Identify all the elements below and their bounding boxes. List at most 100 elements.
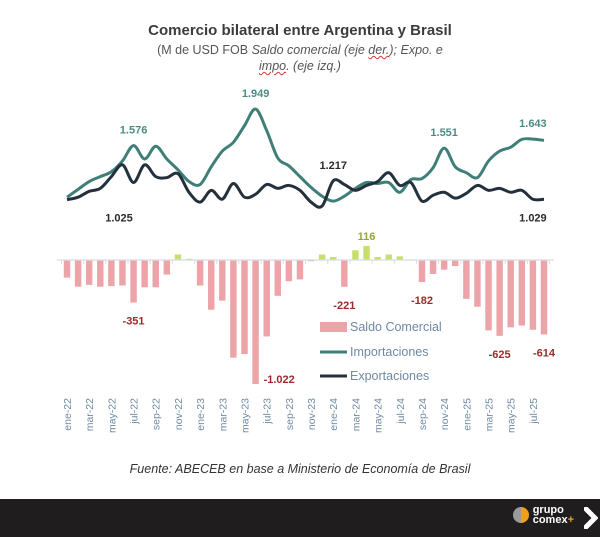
grupo-comex-logo[interactable]: grupo comex+ (512, 504, 574, 526)
saldo-data-label: -1.022 (264, 374, 295, 386)
x-tick-label: mar-25 (484, 398, 496, 431)
saldo-bar (163, 260, 171, 275)
saldo-bar (196, 260, 204, 286)
source-note: Fuente: ABECEB en base a Ministerio de E… (129, 462, 471, 476)
saldo-bar (341, 260, 348, 287)
logo-text: grupo (532, 504, 564, 516)
saldo-bar (352, 250, 359, 260)
saldo-bar (274, 260, 281, 296)
logo-mark-icon (512, 507, 529, 523)
saldo-bar (463, 260, 470, 299)
saldo-bar (296, 260, 304, 280)
legend: Saldo Comercial Importaciones Exportacione… (320, 320, 442, 383)
x-tick-label: mar-23 (217, 398, 229, 431)
x-tick-label: ene-23 (195, 398, 207, 431)
x-tick-label: jul-23 (262, 398, 274, 425)
series-lines (66, 107, 545, 209)
saldo-bar (97, 260, 104, 287)
import-data-label: 1.949 (242, 88, 270, 100)
x-tick-label: mar-22 (84, 398, 96, 431)
x-tick-label: may-22 (106, 398, 118, 433)
saldo-data-label: -625 (489, 349, 511, 361)
x-tick-label: nov-23 (306, 398, 318, 430)
chart-title: Comercio bilateral entre Argentina y Bra… (148, 22, 452, 39)
x-tick-label: ene-24 (328, 398, 340, 431)
saldo-bar (241, 260, 248, 355)
chart-subtitle: (M de USD FOB Saldo comercial (eje der.)… (150, 42, 450, 74)
saldo-bar (152, 260, 159, 288)
chevron-right-icon[interactable] (584, 507, 598, 529)
x-tick-label: sep-22 (151, 398, 163, 430)
saldo-data-label: -221 (333, 300, 355, 312)
saldo-bar (230, 260, 237, 358)
saldo-bar (474, 260, 481, 307)
saldo-bar (496, 260, 503, 336)
saldo-bars (63, 245, 548, 384)
x-tick-label: jul-25 (528, 398, 540, 425)
x-tick-label: may-23 (239, 398, 251, 433)
subtitle-text: der. (368, 43, 390, 57)
saldo-bar (396, 256, 404, 260)
x-tick-label: nov-24 (439, 398, 451, 430)
export-data-label: 1.029 (519, 212, 547, 224)
x-tick-label: sep-24 (417, 398, 429, 430)
saldo-bar (330, 256, 337, 260)
subtitle-units: (M de USD FOB (157, 43, 252, 57)
saldo-bar (429, 260, 437, 274)
saldo-bar (363, 245, 370, 260)
data-labels: 1.576 1.949 1.551 1.643 1.025 1.217 1.029 -351 -… (105, 88, 556, 386)
legend-label: Importaciones (350, 345, 429, 359)
saldo-bar (452, 260, 459, 267)
logo-plus: + (567, 514, 574, 526)
saldo-bar (207, 260, 215, 310)
saldo-bar (174, 254, 182, 260)
subtitle-text: Saldo comercial (eje (251, 43, 369, 57)
saldo-bar (540, 260, 548, 335)
saldo-bar (307, 260, 315, 262)
x-tick-label: mar-24 (350, 398, 362, 431)
saldo-bar (74, 260, 82, 287)
saldo-bar (385, 254, 392, 260)
legend-swatch-saldo (320, 322, 347, 332)
x-tick-label: jul-24 (395, 398, 407, 425)
saldo-bar (529, 260, 537, 330)
saldo-bar (85, 260, 93, 285)
x-tick-label: sep-23 (284, 398, 296, 430)
saldo-bar (485, 260, 492, 331)
saldo-bar (285, 260, 293, 282)
saldo-data-label: 116 (358, 231, 376, 243)
export-data-label: 1.025 (105, 213, 133, 225)
axis-ticks (60, 260, 551, 264)
subtitle-text: ); Expo. e (389, 43, 443, 57)
saldo-bar (185, 258, 193, 260)
saldo-data-label: -614 (533, 347, 556, 359)
subtitle-text: . (eje izq.) (286, 59, 341, 73)
exportaciones-line (66, 163, 545, 209)
x-tick-label: may-25 (506, 398, 518, 433)
saldo-bar (63, 260, 71, 278)
legend-label: Saldo Comercial (350, 320, 442, 334)
x-tick-label: nov-22 (173, 398, 185, 430)
import-data-label: 1.643 (519, 118, 547, 130)
footer-bar: grupo comex+ (0, 499, 600, 537)
saldo-bar (374, 256, 381, 260)
saldo-bar (119, 260, 126, 286)
subtitle-text: impo (259, 59, 287, 73)
import-data-label: 1.576 (120, 125, 148, 137)
x-tick-label: may-24 (373, 398, 385, 433)
x-tick-labels: ene-22 mar-22 may-22 jul-22 sep-22 nov-22 ene-… (62, 398, 540, 433)
saldo-bar (252, 260, 259, 384)
saldo-bar (219, 260, 226, 301)
saldo-bar (130, 260, 137, 303)
x-tick-label: ene-22 (62, 398, 74, 431)
chart-area: 1.576 1.949 1.551 1.643 1.025 1.217 1.029 -351 -… (57, 88, 556, 433)
export-data-label: 1.217 (319, 160, 347, 172)
saldo-data-label: -182 (411, 295, 433, 307)
legend-label: Exportaciones (350, 369, 429, 383)
x-tick-label: jul-22 (129, 398, 141, 425)
saldo-bar (108, 260, 115, 287)
saldo-bar (141, 260, 148, 288)
import-data-label: 1.551 (430, 127, 458, 139)
importaciones-line (66, 107, 545, 203)
x-tick-label: ene-25 (461, 398, 473, 431)
